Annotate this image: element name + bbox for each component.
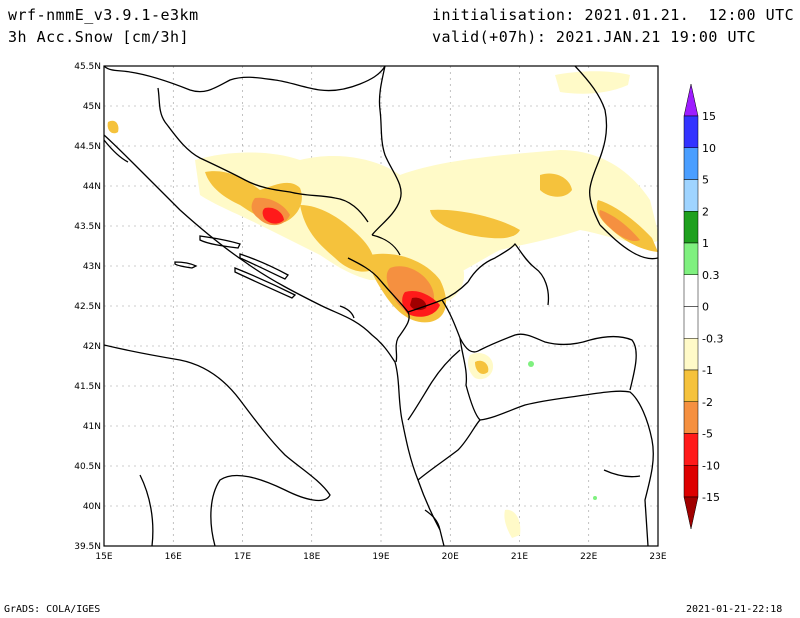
lat-label: 41N [83, 422, 101, 432]
snow-moderate-region-central [300, 205, 375, 272]
colorbar-segment [683, 306, 699, 339]
island-3 [174, 261, 198, 269]
lat-label: 42.5N [74, 302, 101, 312]
colorbar-label: -0.3 [702, 332, 723, 345]
coast-corfu [424, 509, 441, 531]
colorbar-label: -2 [702, 396, 713, 409]
colorbar-label: 0 [702, 301, 709, 314]
lat-label: 44.5N [74, 142, 101, 152]
border-albania-macedonia [407, 349, 461, 421]
border-macedonia-north [441, 299, 637, 391]
colorbar-label: 10 [702, 142, 716, 155]
colorbar-segment [683, 433, 699, 466]
border-macedonia-greece [459, 337, 654, 546]
longitude-labels: 15E 16E 17E 18E 19E 20E 21E 22E 23E [95, 552, 666, 562]
colorbar-segment [683, 179, 699, 212]
coastline-italy-west [139, 474, 154, 546]
footer-credit: GrADS: COLA/IGES [4, 604, 101, 615]
border-croatia-hungary [104, 66, 386, 93]
map-content [104, 66, 658, 546]
coastline-italy [104, 344, 331, 546]
border-croatia-bosnia [157, 87, 369, 223]
lat-label: 45.5N [74, 62, 101, 72]
variable-name: 3h Acc.Snow [cm/3h] [8, 28, 190, 46]
istria [104, 139, 129, 163]
colorbar-label: 1 [702, 237, 709, 250]
lon-label: 21E [511, 552, 528, 562]
island-2 [239, 253, 289, 280]
island-1 [199, 235, 241, 249]
colorbar-segment [683, 115, 699, 148]
colorbar-label: -10 [702, 459, 720, 472]
lon-label: 23E [649, 552, 666, 562]
colorbar: 15 10 5 2 1 0.3 0 -0.3 -1 -2 -5 -10 -15 [683, 83, 723, 530]
lat-label: 39.5N [74, 542, 101, 552]
colorbar-segment [683, 274, 699, 307]
lat-label: 43N [83, 262, 101, 272]
border-kosovo-east [467, 242, 550, 306]
lon-label: 15E [95, 552, 112, 562]
model-name: wrf-nmmE_v3.9.1-e3km [8, 6, 199, 24]
lon-label: 22E [580, 552, 597, 562]
bay-kotor [339, 305, 355, 319]
border-serbia-west [371, 66, 402, 236]
snow-light-region-north [555, 71, 630, 94]
colorbar-label: -15 [702, 491, 720, 504]
lat-label: 43.5N [74, 222, 101, 232]
rain-spot-2 [593, 496, 597, 500]
border-bulgaria [599, 224, 658, 260]
snow-light-region-south [504, 509, 521, 538]
colorbar-label: -1 [702, 364, 713, 377]
footer-timestamp: 2021-01-21-22:18 [686, 604, 783, 615]
colorbar-segment [683, 147, 699, 180]
lon-label: 18E [303, 552, 320, 562]
colorbar-segment [683, 401, 699, 434]
lat-label: 45N [83, 102, 101, 112]
island-4 [234, 267, 297, 299]
initialisation-time: initialisation: 2021.01.21. 12:00 UTC [432, 6, 795, 24]
colorbar-segment [683, 338, 699, 371]
colorbar-label: 5 [702, 174, 709, 187]
snowfall-field [107, 71, 658, 538]
lon-label: 17E [234, 552, 251, 562]
colorbar-label: 15 [702, 110, 716, 123]
snow-moderate-spot-macedonia [475, 360, 489, 374]
snow-intense-spot-bosnia [262, 207, 284, 224]
colorbar-label: 2 [702, 205, 709, 218]
coast-thessaloniki [603, 469, 641, 478]
coastlines-borders [104, 66, 658, 546]
rain-spot-1 [528, 361, 534, 367]
map-frame [103, 65, 659, 547]
snow-moderate-region-serbia [430, 209, 520, 239]
colorbar-segment [683, 369, 699, 402]
lon-label: 16E [165, 552, 182, 562]
snow-moderate-region-east [540, 173, 572, 197]
colorbar-label: -5 [702, 428, 713, 441]
colorbar-label: 0.3 [702, 269, 720, 282]
snow-moderate-region-bulgaria [596, 200, 658, 252]
lat-label: 40N [83, 502, 101, 512]
colorbar-segment [683, 242, 699, 275]
border-serbia-romania-bulgaria [574, 66, 608, 226]
lon-label: 20E [442, 552, 459, 562]
border-bosnia-serbia-south [371, 234, 401, 256]
border-albania-greece [417, 419, 481, 481]
colorbar-segment [683, 465, 699, 498]
lat-label: 44N [83, 182, 101, 192]
lat-label: 42N [83, 342, 101, 352]
coastline-croatia-montenegro [104, 134, 396, 363]
lat-label: 40.5N [74, 462, 101, 472]
coastline-albania-greece [394, 361, 445, 546]
snow-moderate-spot-west [107, 120, 119, 134]
lat-label: 41.5N [74, 382, 101, 392]
snow-heavy-region-bulgaria [599, 210, 640, 242]
colorbar-bottom-arrow [683, 496, 699, 530]
colorbar-top-arrow [683, 83, 699, 117]
valid-time: valid(+07h): 2021.JAN.21 19:00 UTC [432, 28, 757, 46]
colorbar-segment [683, 211, 699, 244]
latitude-labels: 45.5N 45N 44.5N 44N 43.5N 43N 42.5N 42N 41.5N 41N… [74, 62, 101, 552]
lon-label: 19E [372, 552, 389, 562]
